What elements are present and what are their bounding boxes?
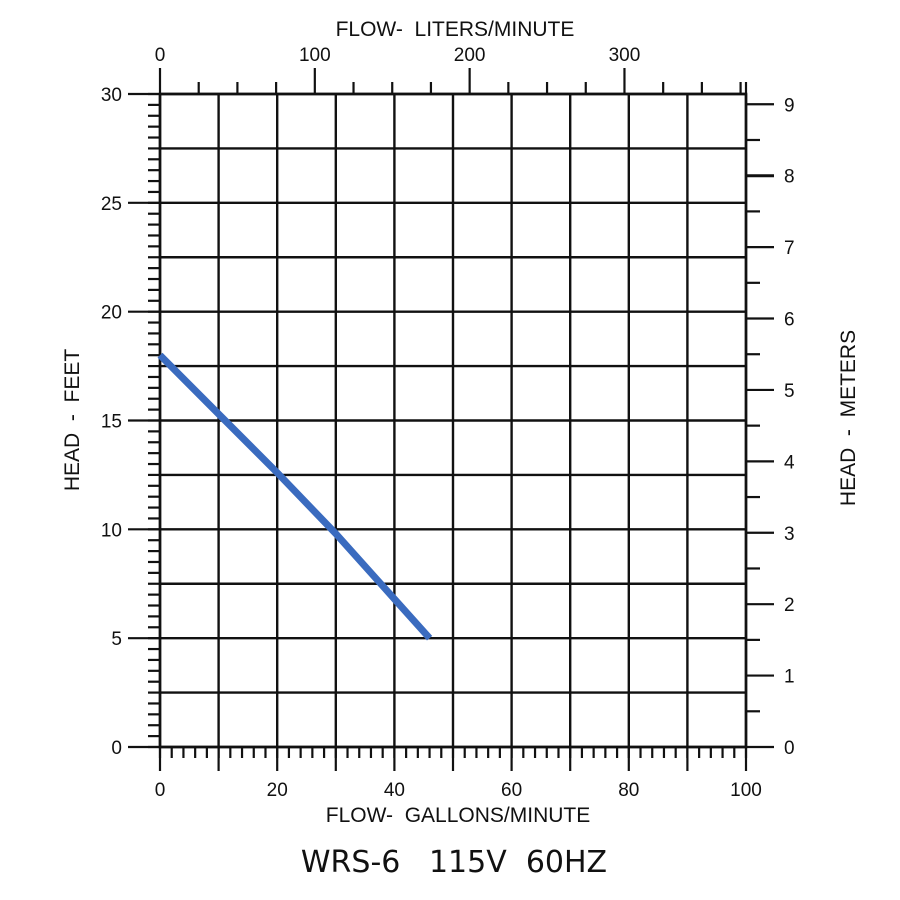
grid-lines	[158, 92, 748, 749]
left-tick-label: 15	[101, 412, 122, 433]
top-tick-label: 300	[609, 45, 641, 66]
left-tick-label: 5	[111, 629, 122, 650]
bottom-tick-label: 0	[155, 780, 166, 801]
right-tick-label: 4	[784, 452, 795, 473]
bottom-tick-label: 40	[384, 780, 405, 801]
left-tick-label: 20	[101, 303, 122, 324]
right-tick-label: 0	[784, 738, 795, 759]
pump-curve-line	[157, 352, 433, 641]
right-tick-label: 2	[784, 595, 795, 616]
left-tick-label: 0	[111, 738, 122, 759]
right-axis-title: HEAD - METERS	[837, 330, 860, 506]
top-tick-label: 0	[155, 45, 166, 66]
top-axis-title: FLOW- LITERS/MINUTE	[336, 18, 575, 41]
left-tick-label: 25	[101, 194, 122, 215]
data-series	[157, 352, 433, 641]
model-caption: WRS-6 115V 60HZ	[301, 845, 607, 880]
right-tick-label: 3	[784, 524, 795, 545]
left-tick-label: 10	[101, 520, 122, 541]
top-tick-label: 200	[454, 45, 486, 66]
right-tick-label: 1	[784, 667, 795, 688]
right-tick-label: 5	[784, 381, 795, 402]
bottom-tick-label: 20	[267, 780, 288, 801]
right-tick-label: 6	[784, 310, 795, 331]
left-tick-label: 30	[101, 85, 122, 106]
axis-ticks	[128, 68, 774, 771]
bottom-tick-label: 60	[501, 780, 522, 801]
right-tick-label: 8	[784, 167, 795, 188]
right-tick-label: 7	[784, 238, 795, 259]
top-tick-label: 100	[299, 45, 331, 66]
right-tick-label: 9	[784, 95, 795, 116]
bottom-tick-label: 100	[730, 780, 762, 801]
bottom-tick-label: 80	[618, 780, 639, 801]
left-axis-title: HEAD - FEET	[61, 349, 84, 492]
bottom-axis-title: FLOW- GALLONS/MINUTE	[326, 804, 590, 827]
